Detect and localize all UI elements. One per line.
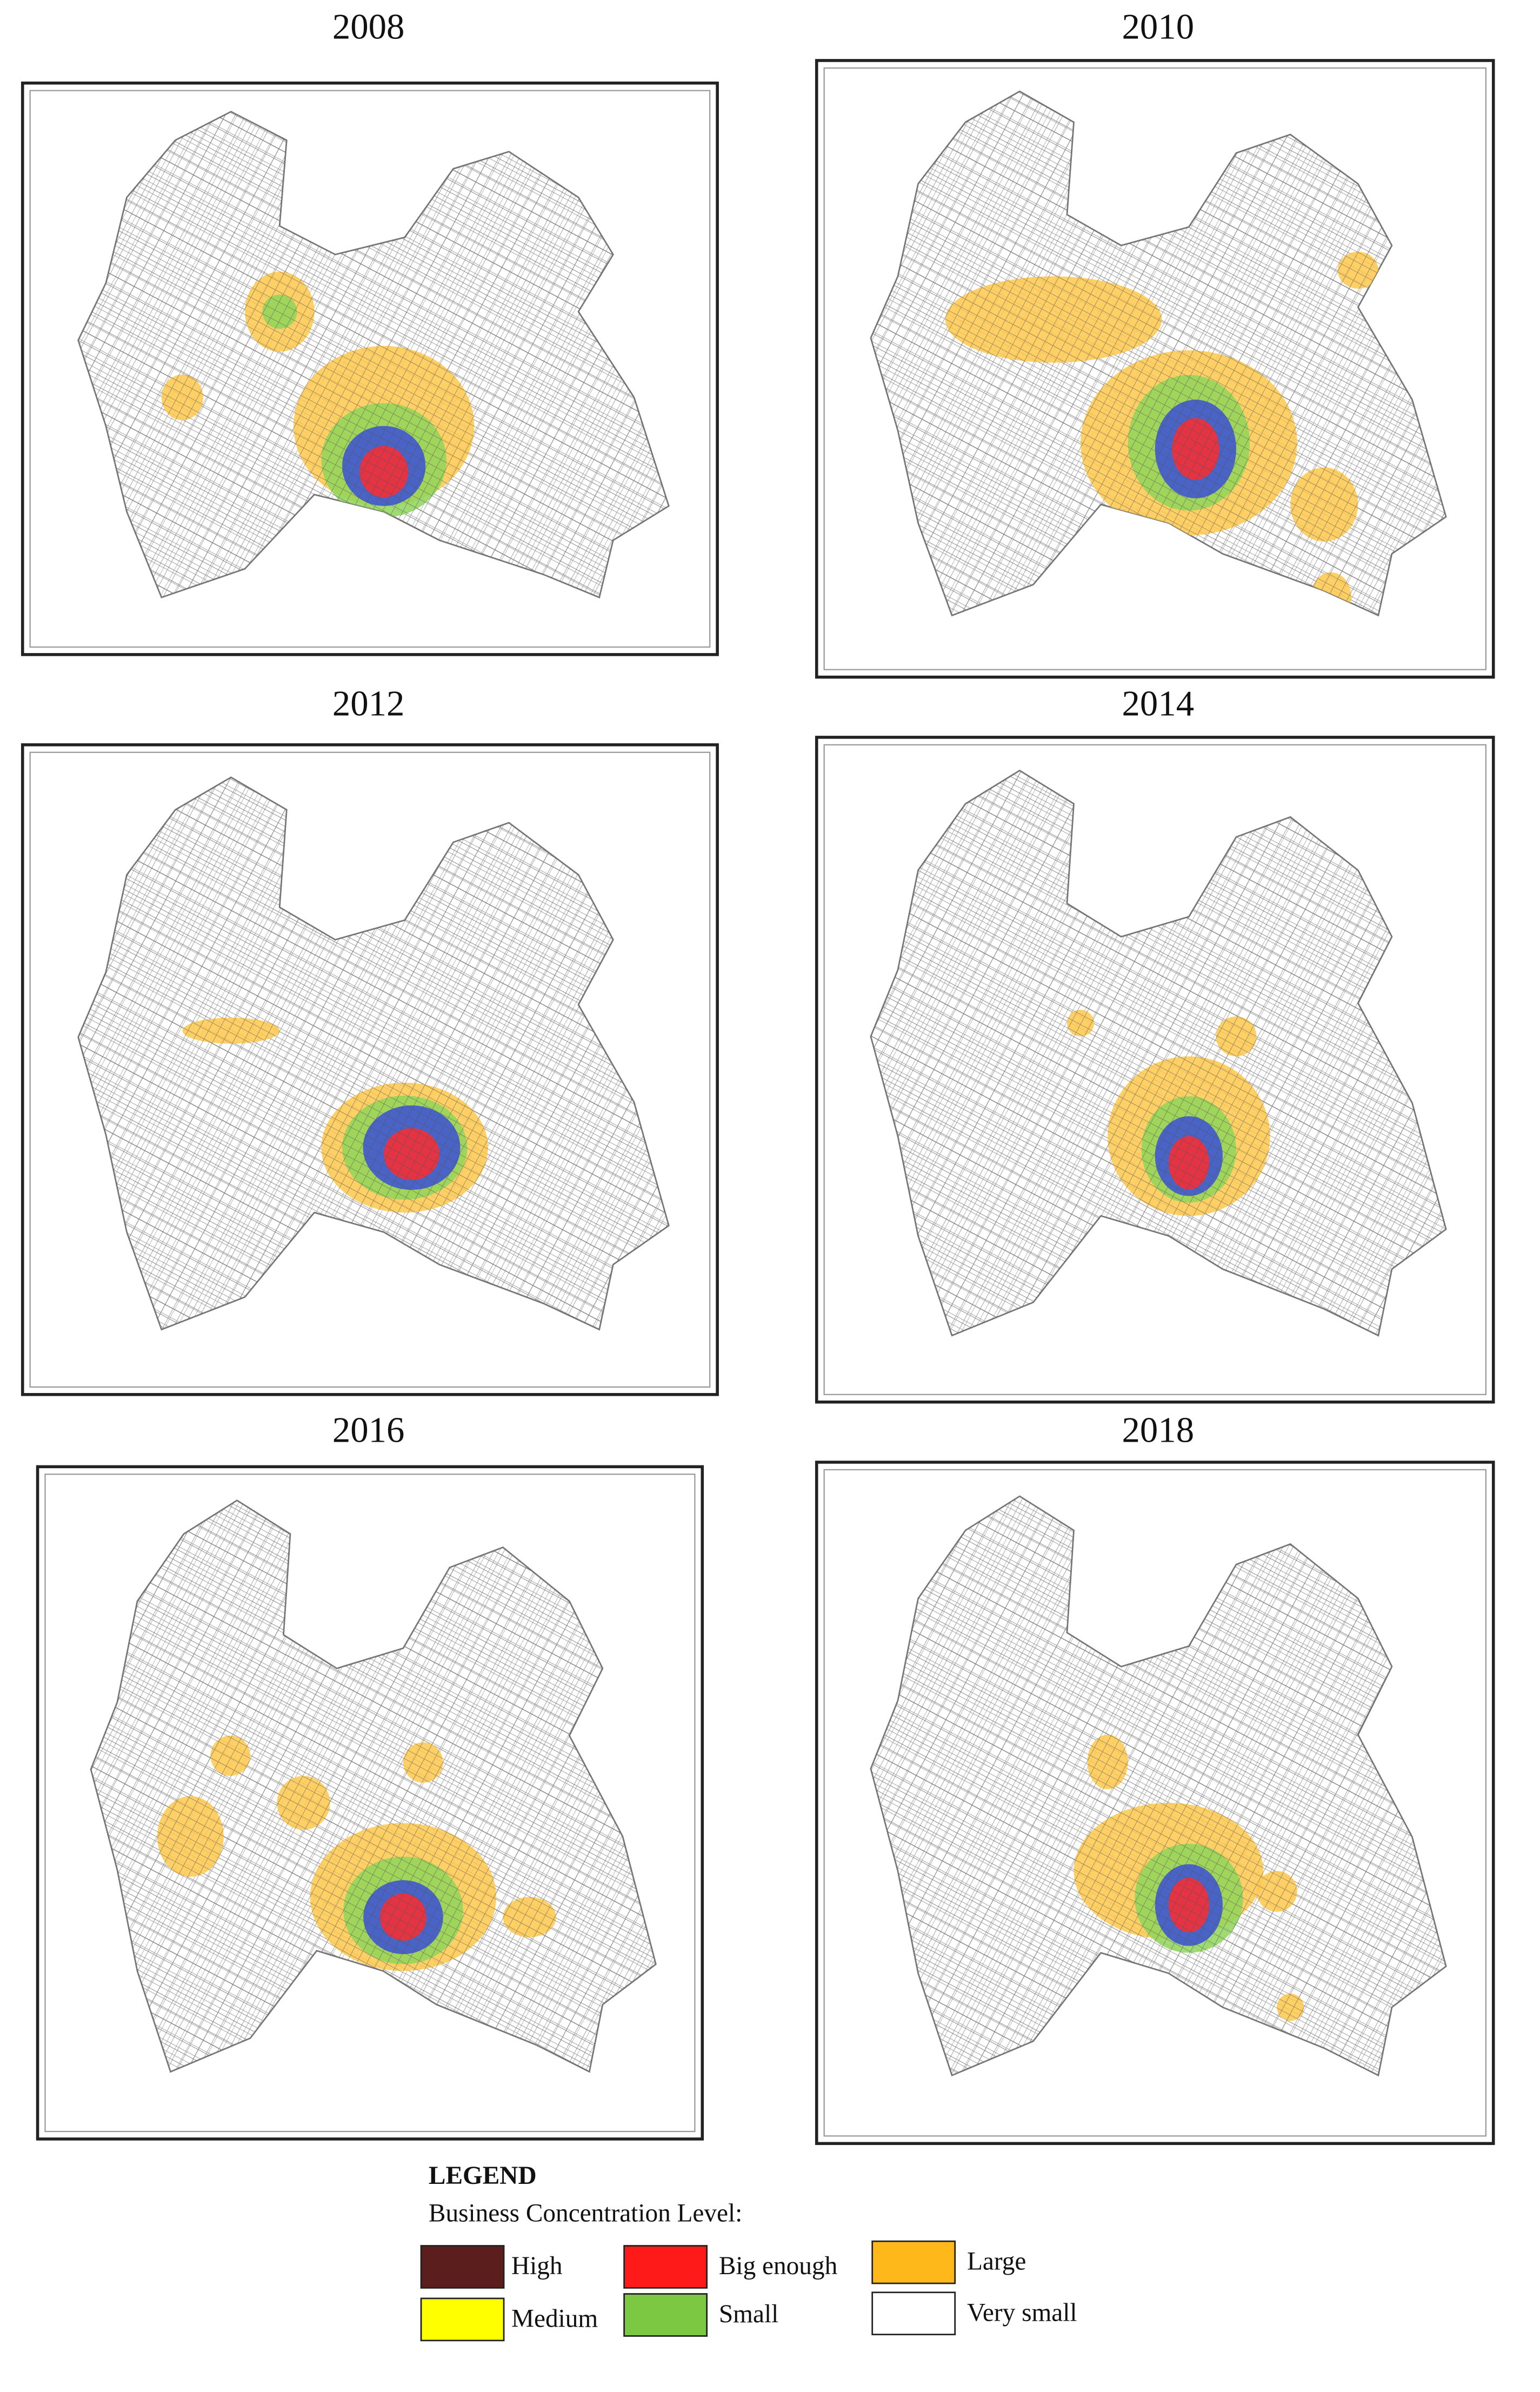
panel-inner-frame — [823, 67, 1486, 670]
legend-label: Small — [719, 2300, 778, 2328]
legend-title: LEGEND — [429, 2162, 537, 2190]
panel-title: 2014 — [1122, 684, 1195, 724]
hotspot-grid — [870, 770, 1446, 1336]
hotspot-grid — [78, 777, 669, 1330]
hotspots — [870, 770, 1446, 1336]
legend-swatch — [623, 2245, 708, 2289]
legend-swatch — [871, 2291, 956, 2336]
hotspots — [870, 1496, 1446, 2076]
panel-inner-frame — [29, 751, 711, 1388]
panel-inner-frame — [823, 744, 1486, 1395]
panel-inner-frame — [29, 90, 711, 648]
panel-title: 2010 — [1122, 8, 1195, 47]
legend-label: Big enough — [719, 2252, 838, 2280]
panel-title: 2008 — [332, 8, 405, 47]
legend-label: Very small — [967, 2298, 1077, 2327]
legend-swatch — [420, 2245, 505, 2289]
map-panel: 2014 — [815, 684, 1495, 1404]
panel-inner-frame — [44, 1474, 696, 2133]
legend-label: Large — [967, 2248, 1026, 2276]
legend-label: High — [511, 2252, 563, 2280]
panel-title: 2016 — [332, 1410, 405, 1450]
hotspot-grid — [870, 1496, 1446, 2076]
legend-swatch — [871, 2240, 956, 2284]
hotspot-grid — [78, 111, 669, 598]
hotspot-grid — [870, 91, 1446, 616]
hotspots — [91, 1500, 656, 2072]
hotspots — [78, 777, 669, 1330]
hotspots — [78, 111, 669, 598]
map-panel: 2012 — [21, 684, 719, 1396]
hotspot-grid — [91, 1500, 656, 2072]
map-panel: 2010 — [815, 8, 1495, 679]
legend-subtitle: Business Concentration Level: — [429, 2200, 742, 2228]
legend-swatch — [420, 2297, 505, 2342]
hotspots — [870, 91, 1446, 616]
map-panel: 2018 — [815, 1410, 1495, 2146]
map-panel: 2008 — [21, 8, 719, 656]
panel-title: 2012 — [332, 684, 405, 724]
panel-inner-frame — [823, 1469, 1486, 2137]
legend-label: Medium — [511, 2304, 598, 2333]
map-panel: 2016 — [36, 1410, 704, 2141]
panel-title: 2018 — [1122, 1410, 1195, 1450]
legend-swatch — [623, 2293, 708, 2337]
